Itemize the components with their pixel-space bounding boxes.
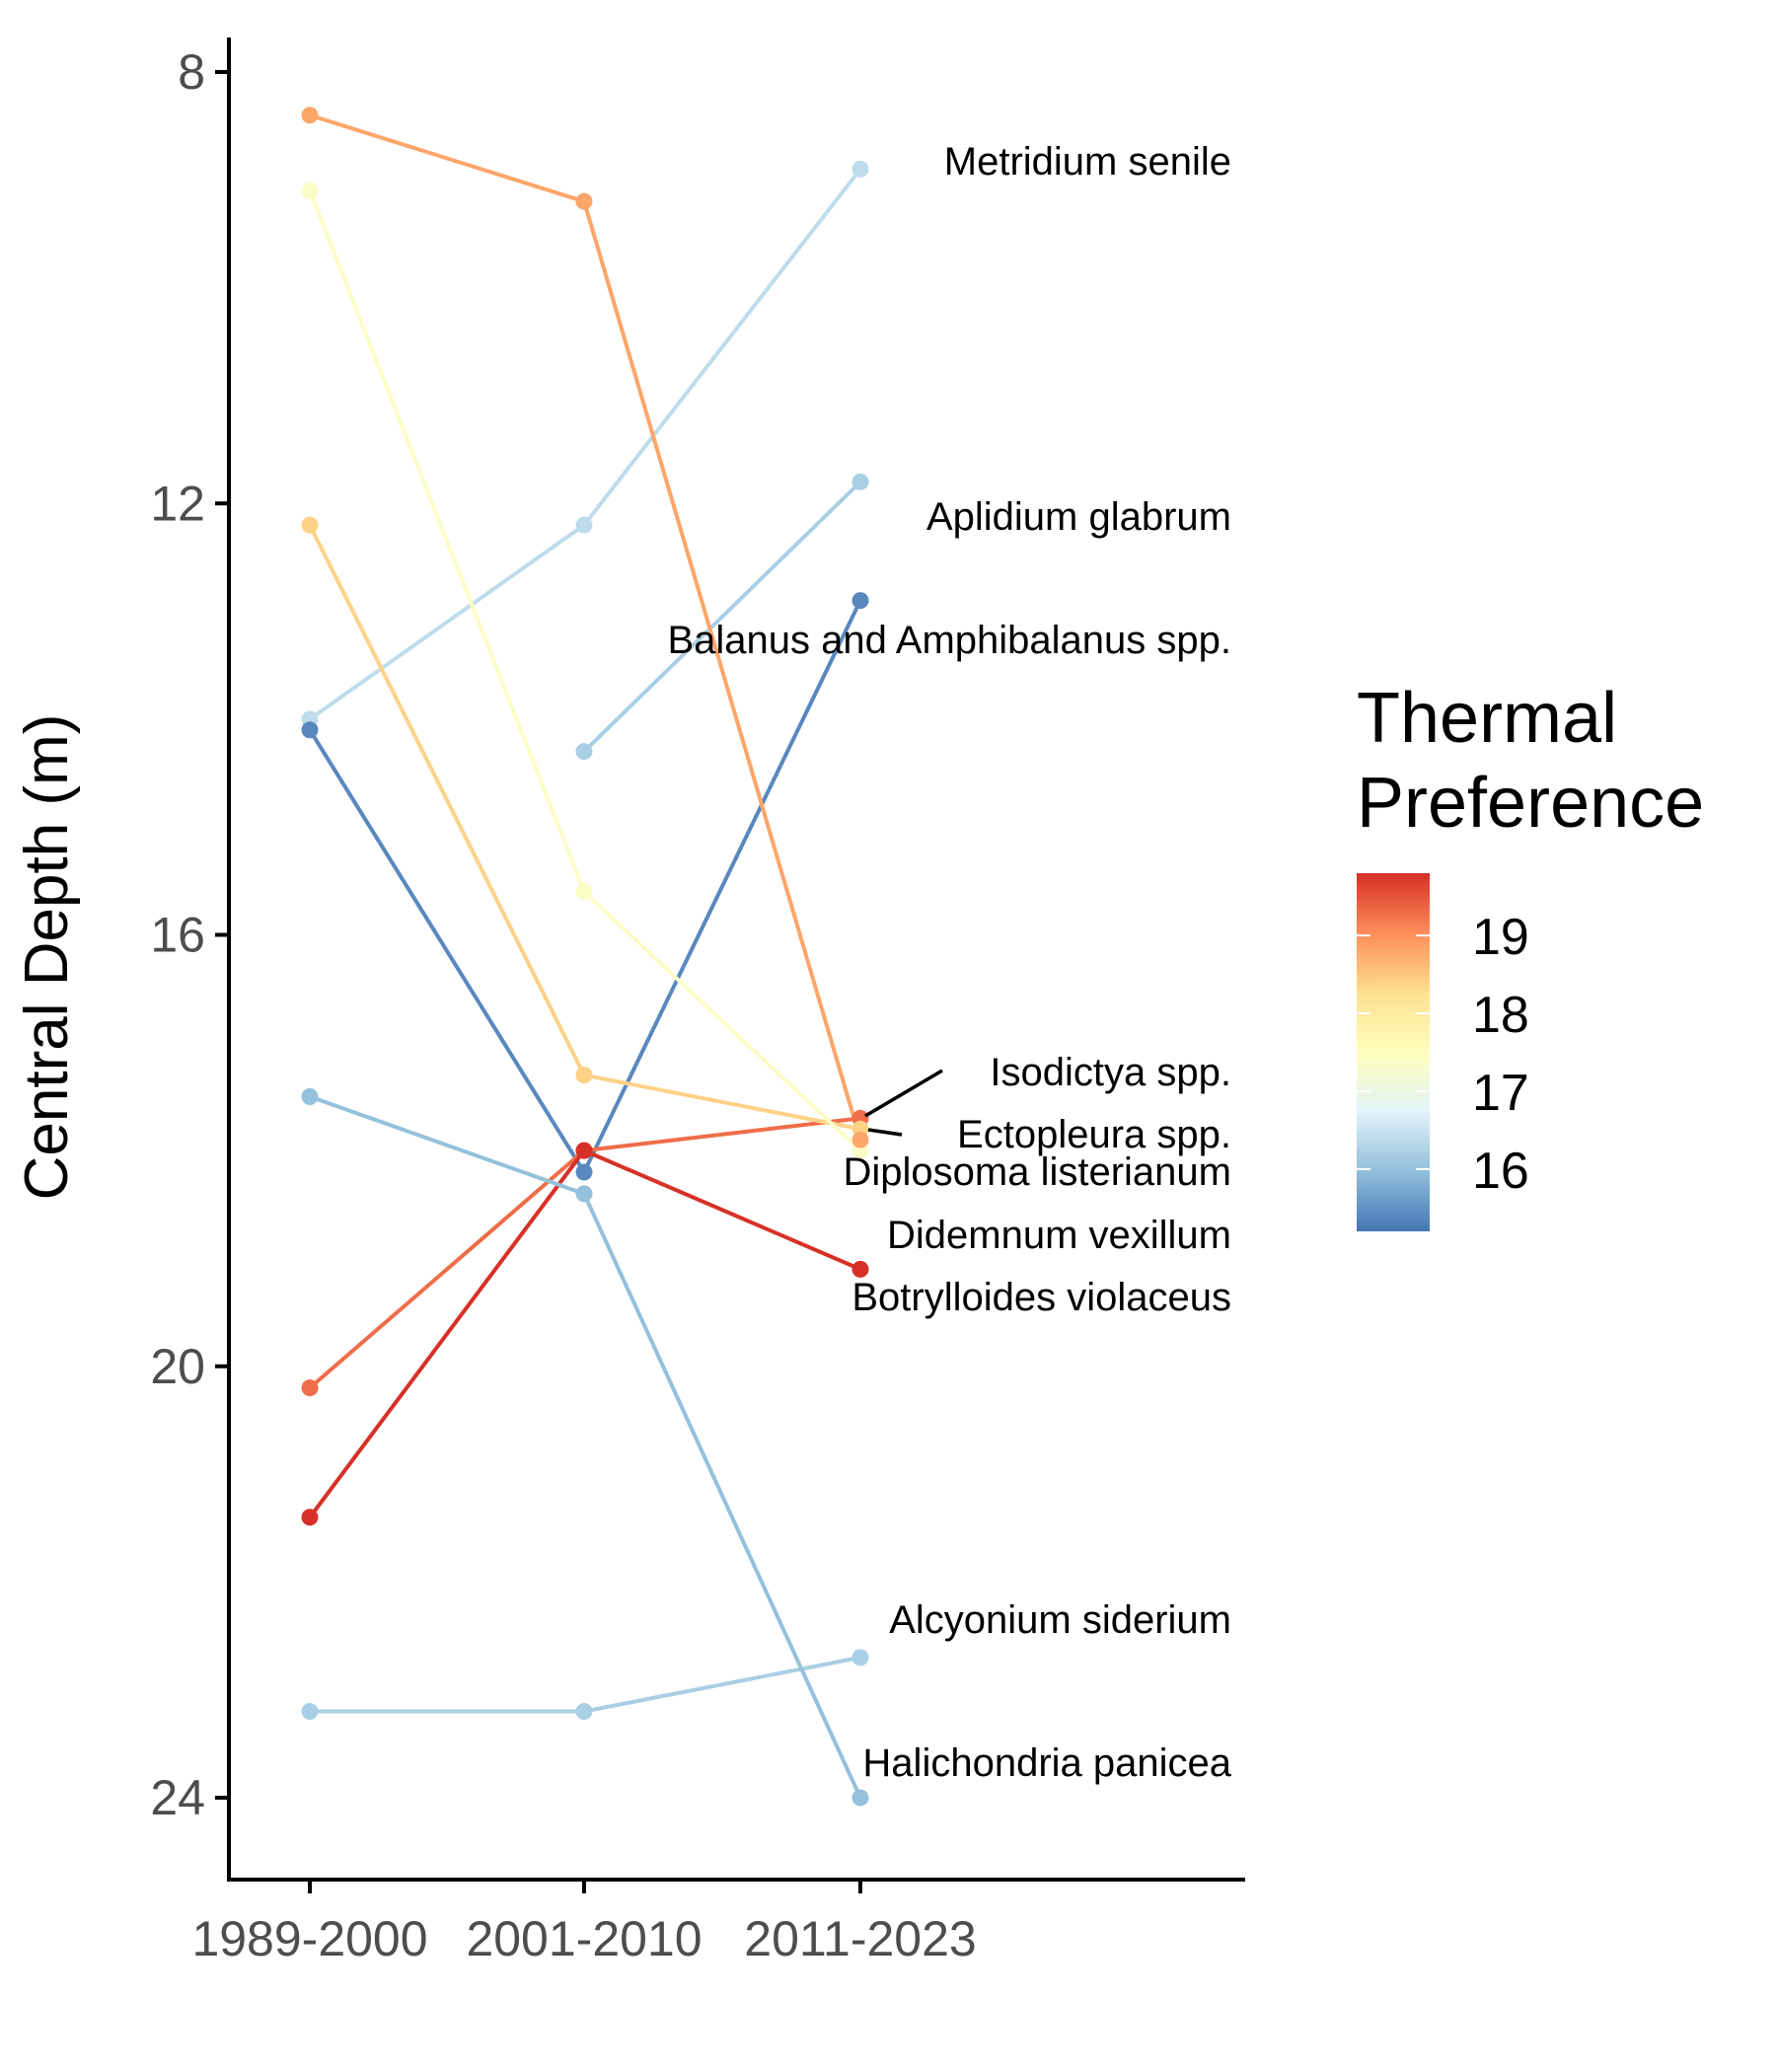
data-point [575,192,593,210]
series-label-botrylloides-violaceus: Botrylloides violaceus [851,1276,1231,1319]
series-label-isodictya-spp: Isodictya spp. [990,1051,1231,1094]
data-point [575,1163,593,1181]
data-point [575,516,593,534]
x-tick-label: 2001-2010 [466,1911,702,1966]
data-point [301,182,319,199]
series-label-diplosoma-listerianum: Diplosoma listerianum [844,1150,1231,1194]
data-point [575,1142,593,1159]
y-tick-label: 16 [150,908,205,963]
data-point [301,107,319,124]
data-point [851,592,869,610]
series-label-ectopleura-spp: Ectopleura spp. [957,1113,1231,1156]
series-line-didemnum-vexillum [308,1148,861,1518]
y-tick-label: 24 [150,1770,205,1825]
y-tick-label: 12 [150,476,205,531]
x-tick-label: 2011-2023 [744,1911,976,1966]
legend-tick-label: 17 [1472,1065,1529,1122]
x-tick-label: 1989-2000 [191,1911,427,1966]
series-line-ectopleura-spp [308,524,861,1132]
label-leader [864,1069,943,1118]
data-point [301,1087,319,1105]
x-axis: 1989-2000 2001-2010 2011-2023 [191,1878,1245,1966]
y-axis: 8 12 16 20 24 [150,37,231,1882]
series-label-alcyonium-siderium: Alcyonium siderium [889,1598,1231,1642]
legend-title-line-2: Preference [1357,764,1704,843]
legend-tick-label: 16 [1472,1143,1529,1200]
y-tick-label: 8 [178,44,205,100]
data-point [851,1789,869,1807]
plot-lines [308,112,862,1799]
series-label-balanus-and-amphibalanus-spp: Balanus and Amphibalanus spp. [667,619,1231,662]
legend-tick-label: 19 [1472,909,1529,966]
data-point [851,1649,869,1666]
data-point [851,1260,869,1278]
legend-title-line-1: Thermal [1357,679,1617,758]
series-label-aplidium-glabrum: Aplidium glabrum [926,495,1231,539]
legend: Thermal Preference 16 17 18 19 [1357,679,1704,1231]
data-point [575,1185,593,1203]
data-point [301,1379,319,1397]
data-point [851,1131,869,1148]
series-labels: Metridium senile Aplidium glabrum Balanus … [667,140,1231,1785]
data-point [851,160,869,178]
data-point [301,1509,319,1526]
series-label-halichondria-panicea: Halichondria panicea [862,1741,1231,1785]
data-point [851,473,869,490]
legend-tick-label: 18 [1472,987,1529,1044]
series-line-diplosoma-listerianum [308,189,862,1152]
data-point [301,721,319,739]
data-point [575,883,593,901]
legend-colorbar [1357,873,1430,1231]
series-line-aplidium-glabrum [582,480,862,754]
data-point [575,1703,593,1721]
data-point [301,1703,319,1721]
data-point [575,1067,593,1084]
plot-points [301,107,869,1807]
series-label-didemnum-vexillum: Didemnum vexillum [887,1214,1231,1257]
data-point [301,516,319,534]
y-tick-label: 20 [150,1339,205,1394]
label-leader [867,1128,903,1137]
series-label-metridium-senile: Metridium senile [944,140,1231,184]
legend-ticks: 16 17 18 19 [1357,909,1529,1200]
data-point [575,743,593,761]
y-axis-title: Central Depth (m) [13,714,81,1201]
